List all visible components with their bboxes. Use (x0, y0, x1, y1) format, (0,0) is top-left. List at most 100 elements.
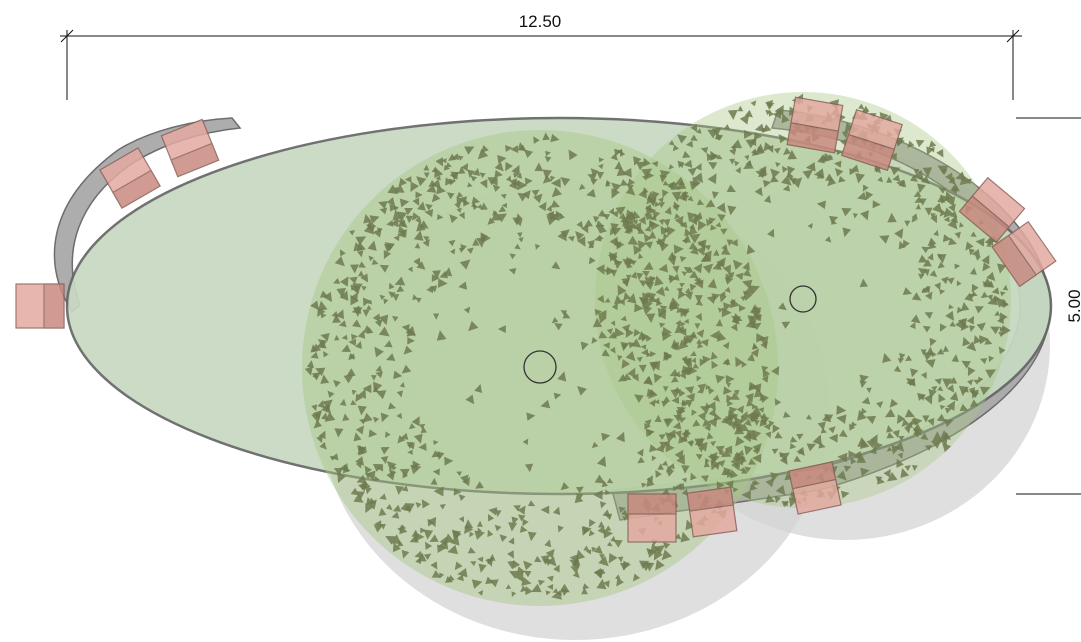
leaf-mark (349, 230, 356, 236)
leaf-mark (696, 128, 702, 134)
leaf-mark (753, 387, 764, 398)
leaf-mark (456, 471, 462, 477)
leaf-mark (436, 330, 447, 341)
leaf-mark (524, 177, 533, 186)
leaf-mark (823, 414, 834, 423)
leaf-mark (421, 499, 430, 509)
leaf-mark (346, 368, 356, 377)
leaf-mark (857, 191, 867, 201)
leaf-mark (644, 276, 656, 287)
leaf-mark (674, 371, 681, 378)
leaf-mark (575, 493, 584, 501)
leaf-mark (333, 278, 341, 284)
leaf-mark (505, 144, 513, 152)
leaf-mark (571, 559, 580, 569)
leaf-mark (837, 452, 848, 463)
leaf-mark (355, 461, 362, 469)
leaf-mark (962, 336, 971, 347)
leaf-mark (676, 287, 683, 294)
leaf-mark (544, 156, 552, 163)
leaf-mark (512, 560, 521, 570)
leaf-mark (700, 475, 709, 483)
leaf-mark (392, 209, 403, 221)
leaf-mark (594, 474, 605, 484)
leaf-mark (608, 252, 618, 263)
leaf-mark (690, 123, 698, 133)
leaf-mark (423, 164, 430, 171)
leaf-mark (523, 149, 534, 159)
leaf-mark (475, 481, 484, 489)
leaf-mark (603, 580, 610, 588)
leaf-mark (404, 208, 414, 216)
leaf-mark (697, 220, 707, 231)
leaf-mark (550, 178, 561, 188)
leaf-mark (611, 188, 620, 199)
leaf-mark (416, 261, 426, 270)
leaf-mark (413, 257, 421, 267)
leaf-mark (943, 207, 954, 219)
tree-left-trunk-icon (523, 350, 557, 384)
leaf-mark (954, 263, 961, 270)
leaf-mark (706, 432, 714, 440)
leaf-mark (841, 131, 849, 139)
leaf-mark (914, 196, 923, 203)
leaf-mark (929, 269, 938, 278)
leaf-mark (356, 474, 367, 484)
leaf-mark (599, 554, 605, 560)
leaf-mark (949, 210, 958, 218)
leaf-mark (717, 260, 724, 267)
leaf-mark (551, 317, 559, 324)
leaf-mark (783, 411, 791, 418)
leaf-mark (542, 132, 550, 141)
leaf-mark (959, 403, 969, 412)
leaf-mark (646, 351, 653, 358)
leaf-mark (655, 237, 666, 249)
leaf-mark (310, 300, 320, 311)
leaf-mark (735, 436, 745, 447)
leaf-mark (927, 417, 935, 427)
leaf-mark (396, 211, 408, 221)
leaf-mark (622, 516, 628, 521)
leaf-mark (887, 212, 897, 223)
leaf-mark (584, 219, 593, 228)
leaf-mark (760, 412, 768, 419)
leaf-mark (351, 389, 357, 396)
leaf-mark (593, 545, 603, 555)
leaf-mark (463, 198, 470, 207)
leaf-mark (841, 207, 852, 217)
leaf-mark (657, 309, 667, 320)
leaf-mark (587, 173, 597, 182)
leaf-mark (423, 172, 430, 179)
leaf-mark (415, 557, 422, 564)
leaf-mark (372, 464, 383, 472)
leaf-mark (449, 171, 458, 180)
leaf-mark (730, 469, 739, 479)
leaf-mark (645, 313, 656, 324)
leaf-mark (684, 386, 695, 395)
leaf-mark (946, 400, 956, 411)
leaf-mark (750, 100, 757, 107)
leaf-mark (929, 146, 935, 153)
leaf-mark (355, 393, 363, 402)
leaf-mark (876, 401, 884, 409)
leaf-mark (934, 378, 942, 385)
leaf-mark (510, 145, 519, 154)
leaf-mark (766, 144, 774, 153)
leaf-mark (621, 324, 631, 333)
leaf-mark (836, 470, 847, 481)
leaf-mark (618, 373, 628, 382)
leaf-mark (429, 534, 439, 542)
leaf-mark (898, 180, 907, 188)
leaf-mark (683, 266, 691, 273)
leaf-mark (690, 350, 697, 357)
leaf-mark (744, 418, 752, 427)
leaf-mark (509, 570, 519, 579)
leaf-mark (647, 430, 654, 437)
leaf-mark (927, 241, 937, 250)
leaf-mark (649, 199, 657, 205)
leaf-mark (613, 294, 623, 305)
leaf-mark (638, 216, 647, 225)
leaf-mark (379, 207, 388, 215)
leaf-mark (824, 236, 832, 243)
leaf-mark (836, 405, 847, 415)
